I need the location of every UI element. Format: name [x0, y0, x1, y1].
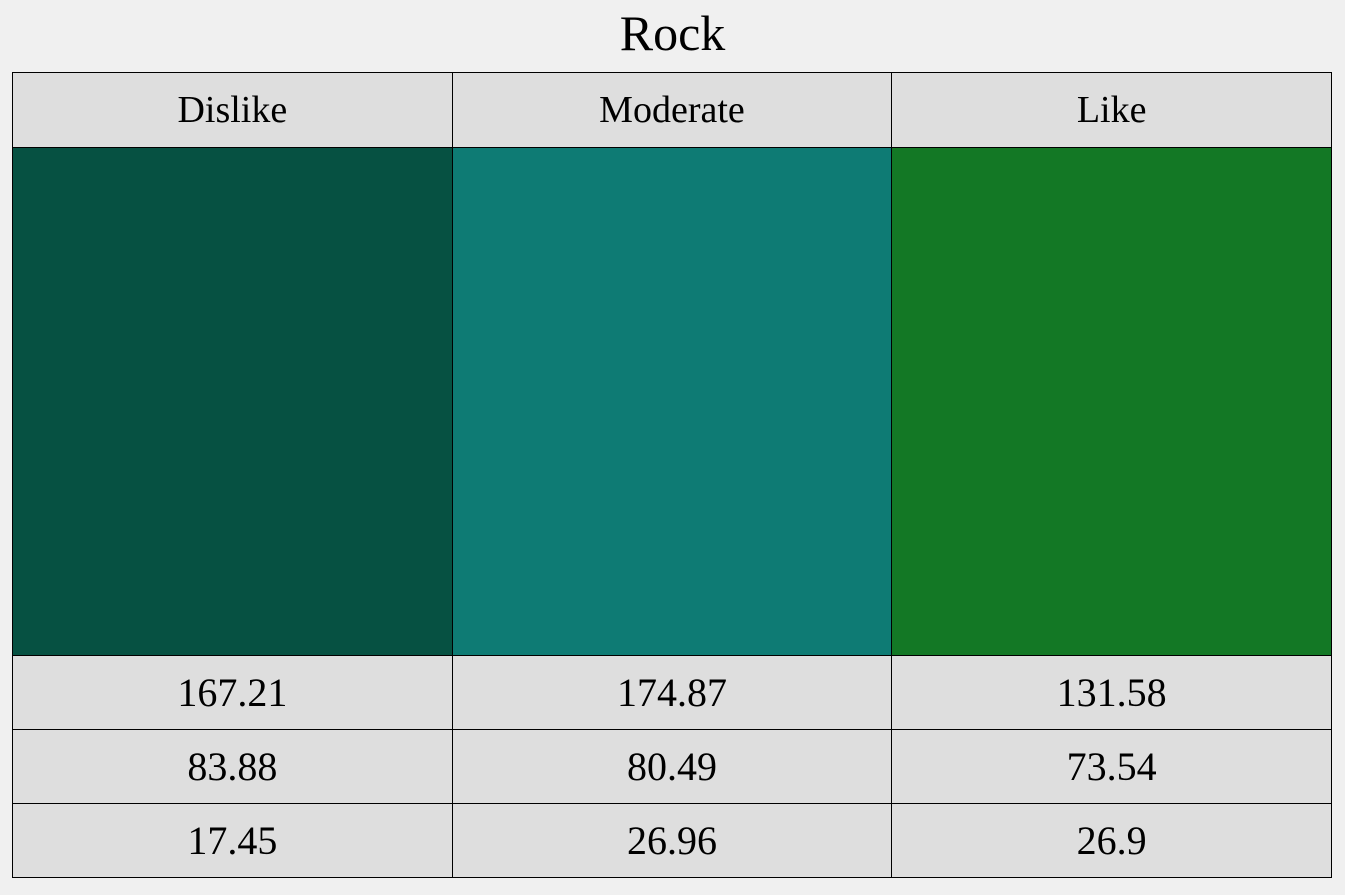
table-row: 83.88 80.49 73.54	[12, 729, 1332, 804]
value-cell: 26.9	[891, 803, 1332, 878]
value-cell: 80.49	[451, 729, 893, 804]
table-row: 167.21 174.87 131.58	[12, 655, 1332, 730]
value-cell: 167.21	[12, 655, 453, 730]
swatch-row	[12, 147, 1332, 656]
swatch-moderate	[451, 147, 893, 656]
header-dislike: Dislike	[12, 72, 453, 148]
swatch-like	[891, 147, 1332, 656]
rock-table: Dislike Moderate Like 167.21 174.87 131.…	[12, 72, 1332, 878]
value-cell: 17.45	[12, 803, 453, 878]
header-row: Dislike Moderate Like	[12, 72, 1332, 148]
value-cell: 26.96	[451, 803, 893, 878]
value-cell: 83.88	[12, 729, 453, 804]
value-cell: 73.54	[891, 729, 1332, 804]
swatch-dislike	[12, 147, 453, 656]
value-cell: 174.87	[451, 655, 893, 730]
value-cell: 131.58	[891, 655, 1332, 730]
table-row: 17.45 26.96 26.9	[12, 803, 1332, 878]
header-like: Like	[891, 72, 1332, 148]
header-moderate: Moderate	[451, 72, 893, 148]
chart-title: Rock	[619, 5, 726, 61]
